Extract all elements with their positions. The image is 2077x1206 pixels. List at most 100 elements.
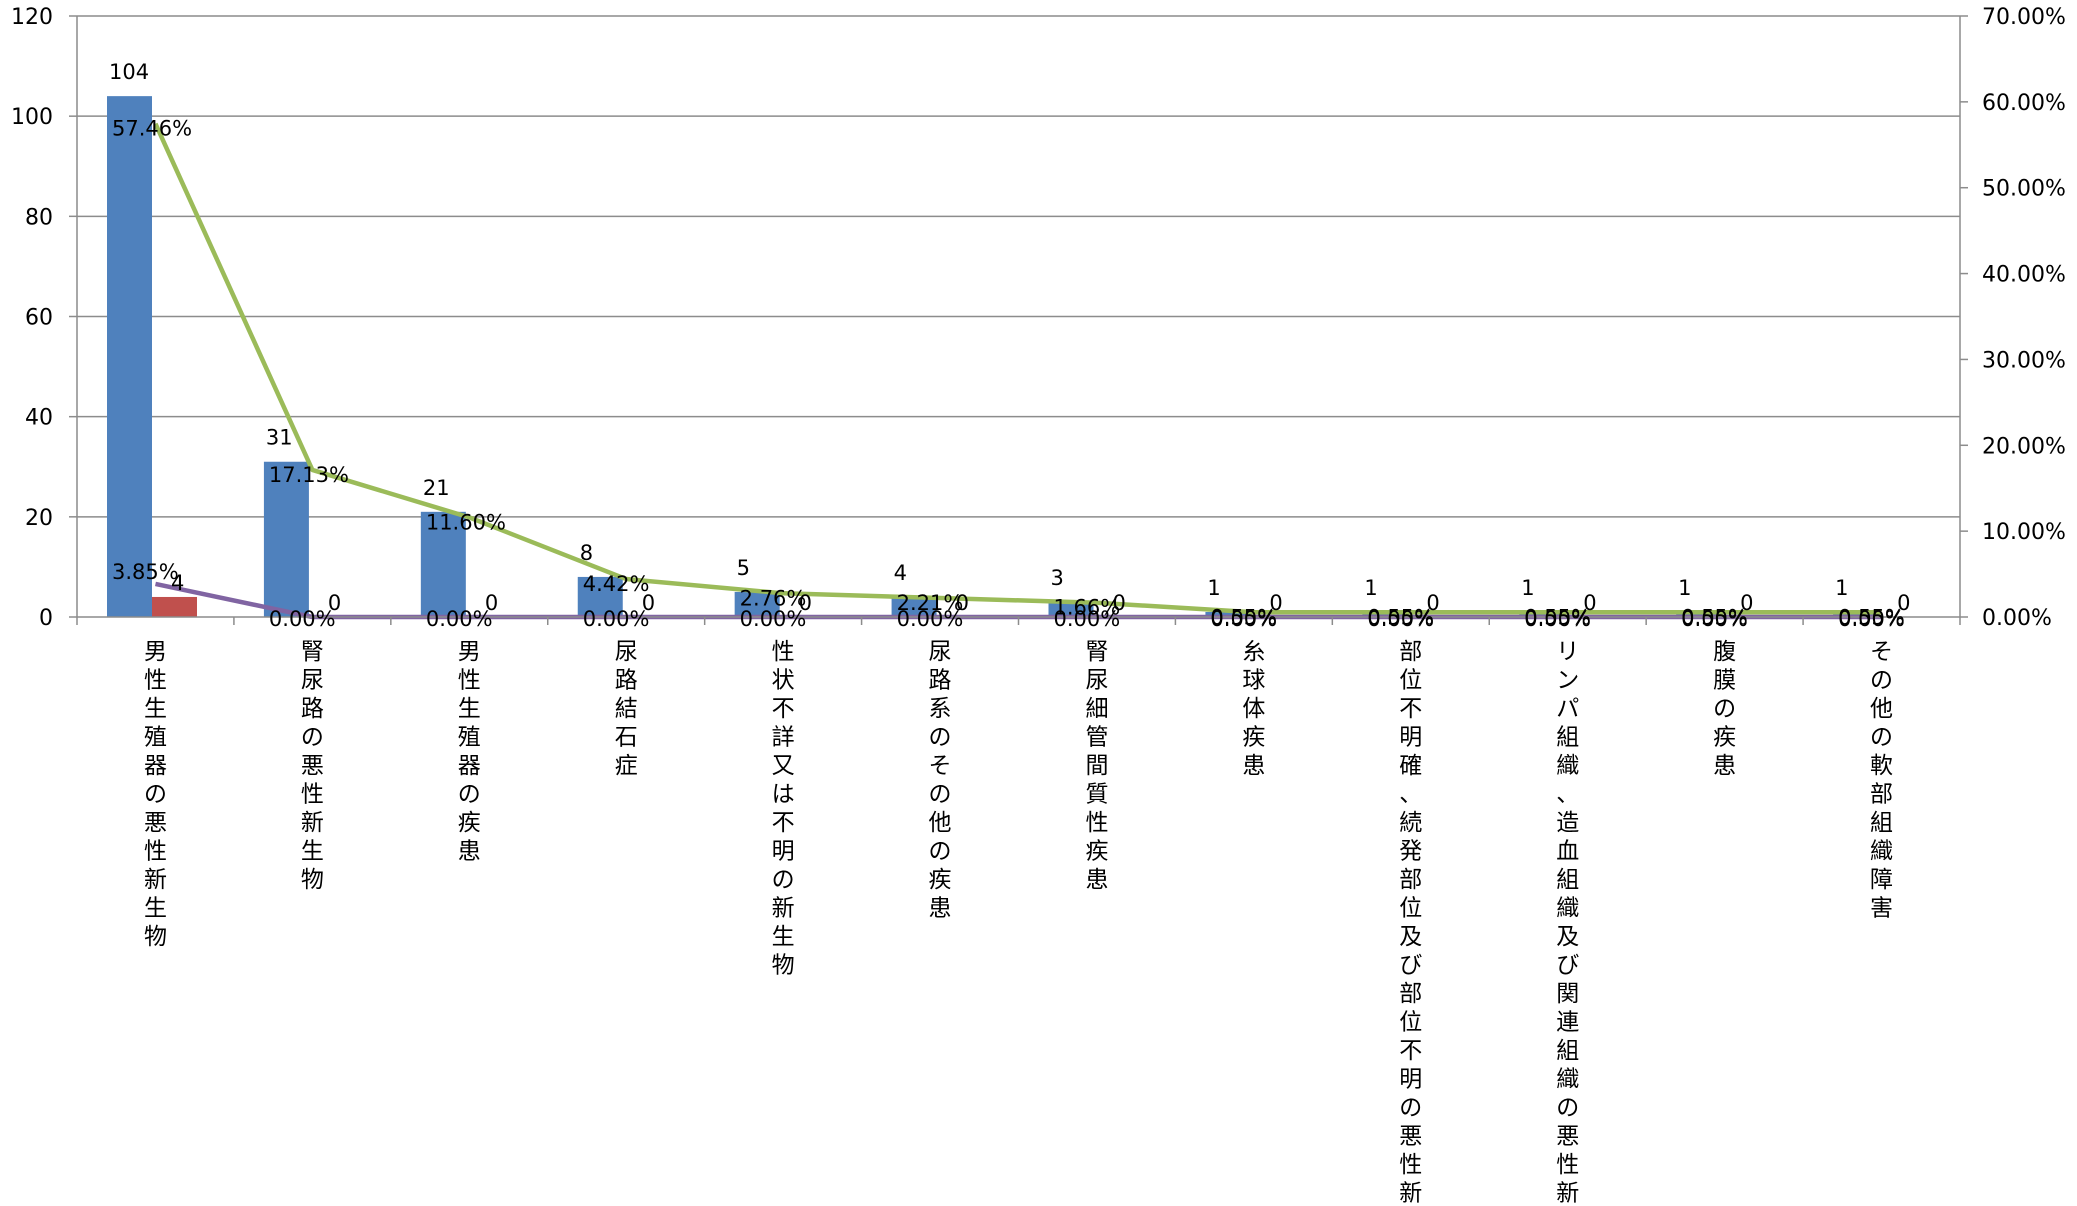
bar <box>577 576 623 617</box>
bar-value-label: 0 <box>642 591 655 615</box>
category-char: 明 <box>1399 725 1422 751</box>
category-char: の <box>301 725 324 751</box>
gridlines <box>77 15 1960 518</box>
category-char: の <box>929 725 952 751</box>
category-char: 織 <box>1556 896 1579 922</box>
right-tick-label: 60.00% <box>1982 91 2066 116</box>
left-tick-label: 80 <box>25 205 53 230</box>
category-char: 管 <box>1085 725 1108 751</box>
category-char: 殖 <box>144 725 167 751</box>
category-char: 不 <box>1399 696 1422 722</box>
category-char: 器 <box>458 753 481 779</box>
category-char: の <box>929 839 952 865</box>
right-tick-label: 30.00% <box>1982 348 2066 373</box>
category-char: 性 <box>301 782 324 808</box>
category-char: 部 <box>1870 782 1893 808</box>
category-char: パ <box>1556 696 1579 722</box>
category-char: 組 <box>1556 1038 1579 1064</box>
category-char: 体 <box>1242 696 1265 722</box>
line-value-label: 0.00% <box>426 607 493 631</box>
bar-value-label: 1 <box>1207 576 1220 600</box>
bar-value-label: 0 <box>485 591 498 615</box>
category-char: の <box>1399 1095 1422 1121</box>
category-char: 及 <box>1556 924 1579 950</box>
category-char: 間 <box>1085 753 1108 779</box>
category-char: 疾 <box>1242 725 1265 751</box>
right-tick-label: 70.00% <box>1982 5 2066 30</box>
line-value-label: 0.00% <box>1838 607 1905 631</box>
category-char: 軟 <box>1870 753 1893 779</box>
category-char: 発 <box>1399 839 1422 865</box>
category-char: 細 <box>1085 696 1108 722</box>
bar-value-label: 3 <box>1051 566 1064 590</box>
right-tick-label: 50.00% <box>1982 177 2066 202</box>
category-char: 、 <box>1556 782 1579 808</box>
bar-value-label: 4 <box>894 561 907 585</box>
category-char: 疾 <box>458 810 481 836</box>
bar <box>734 591 780 617</box>
category-char: 及 <box>1399 924 1422 950</box>
category-char: び <box>1556 953 1579 979</box>
category-char: 物 <box>301 867 324 893</box>
category-char: ン <box>1556 668 1579 694</box>
line-value-label: 4.42% <box>583 572 650 596</box>
category-char: 部 <box>1399 639 1422 665</box>
category-char: 造 <box>1556 810 1579 836</box>
category-char: 尿 <box>929 639 952 665</box>
category-char: 続 <box>1399 810 1422 836</box>
category-char: の <box>772 867 795 893</box>
category-char: 組 <box>1556 725 1579 751</box>
category-char: 障 <box>1870 867 1893 893</box>
category-char: の <box>1870 725 1893 751</box>
category-char: 織 <box>1556 753 1579 779</box>
left-tick-label: 60 <box>25 306 53 331</box>
line-value-label: 2.21% <box>897 591 964 615</box>
category-char: 明 <box>1399 1067 1422 1093</box>
bar-value-label: 0 <box>1897 591 1910 615</box>
category-char: 、 <box>1399 782 1422 808</box>
bar-value-label: 1 <box>1835 576 1848 600</box>
category-char: 不 <box>772 696 795 722</box>
category-char: の <box>1713 696 1736 722</box>
category-char: 尿 <box>615 639 638 665</box>
line-value-label: 0.00% <box>1210 607 1277 631</box>
category-char: 他 <box>1870 696 1893 722</box>
bar-value-label: 0 <box>1269 591 1282 615</box>
category-char: 部 <box>1399 981 1422 1007</box>
category-char: 患 <box>929 896 952 922</box>
category-char: 尿 <box>1085 668 1108 694</box>
left-tick-label: 40 <box>25 406 53 431</box>
bar-value-label: 21 <box>423 476 450 500</box>
category-char: 組 <box>1870 810 1893 836</box>
category-char: そ <box>929 753 952 779</box>
category-char: の <box>1556 1095 1579 1121</box>
left-tick-label: 0 <box>39 606 53 631</box>
category-char: 生 <box>301 839 324 865</box>
category-char: 部 <box>1399 867 1422 893</box>
category-char: 性 <box>458 668 481 694</box>
bar <box>152 596 197 617</box>
category-char: は <box>772 782 795 808</box>
category-char: 症 <box>615 753 638 779</box>
bar-value-label: 0 <box>1583 591 1596 615</box>
category-char: 生 <box>458 696 481 722</box>
line-value-label: 0.00% <box>1367 607 1434 631</box>
category-char: そ <box>1870 639 1893 665</box>
category-char: 不 <box>1399 1038 1422 1064</box>
line-series <box>153 122 1882 620</box>
category-char: 血 <box>1556 839 1579 865</box>
category-char: 腎 <box>301 639 324 665</box>
category-char: の <box>929 782 952 808</box>
line-value-label: 0.55% <box>1838 605 1905 629</box>
bar <box>420 511 466 617</box>
bar-value-label: 0 <box>799 591 812 615</box>
bar <box>263 461 309 617</box>
